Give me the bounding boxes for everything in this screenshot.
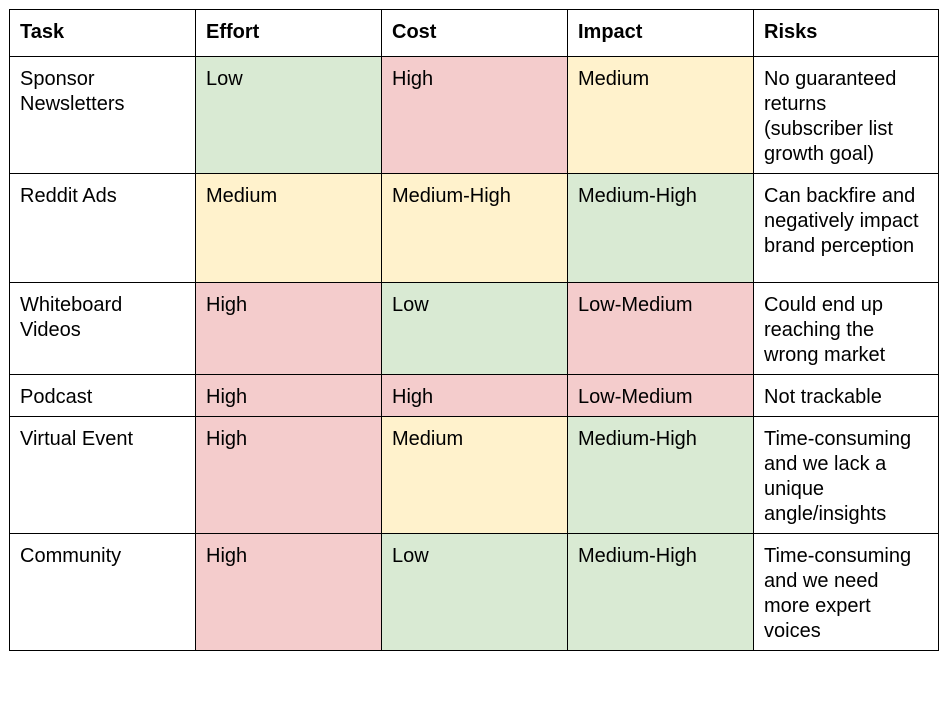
table-row: Reddit Ads Medium Medium-High Medium-Hig… bbox=[9, 173, 939, 283]
risks-cell: Time-consuming and we need more expert v… bbox=[753, 533, 939, 651]
task-cell: Reddit Ads bbox=[9, 173, 196, 283]
header-effort: Effort bbox=[195, 9, 382, 57]
table-row: Sponsor Newsletters Low High Medium No g… bbox=[9, 56, 939, 174]
effort-cell: High bbox=[195, 282, 382, 375]
effort-cell: High bbox=[195, 374, 382, 417]
table-row: Virtual Event High Medium Medium-High Ti… bbox=[9, 416, 939, 534]
cost-cell: Low bbox=[381, 533, 568, 651]
task-cell: Sponsor Newsletters bbox=[9, 56, 196, 174]
risks-cell: Not trackable bbox=[753, 374, 939, 417]
cost-cell: Medium bbox=[381, 416, 568, 534]
cost-cell: High bbox=[381, 374, 568, 417]
header-row: Task Effort Cost Impact Risks bbox=[9, 9, 939, 57]
impact-cell: Medium-High bbox=[567, 173, 754, 283]
impact-cell: Medium-High bbox=[567, 533, 754, 651]
task-cell: Whiteboard Videos bbox=[9, 282, 196, 375]
effort-cell: Medium bbox=[195, 173, 382, 283]
risks-cell: Time-consuming and we lack a unique angl… bbox=[753, 416, 939, 534]
impact-cell: Low-Medium bbox=[567, 282, 754, 375]
cost-cell: Medium-High bbox=[381, 173, 568, 283]
risks-cell: Can backfire and negatively impact brand… bbox=[753, 173, 939, 283]
task-cell: Podcast bbox=[9, 374, 196, 417]
cost-cell: Low bbox=[381, 282, 568, 375]
impact-cell: Low-Medium bbox=[567, 374, 754, 417]
effort-cell: High bbox=[195, 533, 382, 651]
header-cost: Cost bbox=[381, 9, 568, 57]
table-row: Podcast High High Low-Medium Not trackab… bbox=[9, 374, 939, 417]
header-task: Task bbox=[9, 9, 196, 57]
risks-cell: Could end up reaching the wrong market bbox=[753, 282, 939, 375]
risks-cell: No guaranteed returns (subscriber list g… bbox=[753, 56, 939, 174]
effort-cell: Low bbox=[195, 56, 382, 174]
task-cell: Community bbox=[9, 533, 196, 651]
header-impact: Impact bbox=[567, 9, 754, 57]
table-row: Whiteboard Videos High Low Low-Medium Co… bbox=[9, 282, 939, 375]
header-risks: Risks bbox=[753, 9, 939, 57]
table-container: Task Effort Cost Impact Risks Sponsor Ne… bbox=[9, 9, 939, 651]
task-cell: Virtual Event bbox=[9, 416, 196, 534]
impact-cell: Medium bbox=[567, 56, 754, 174]
table-row: Community High Low Medium-High Time-cons… bbox=[9, 533, 939, 651]
cost-cell: High bbox=[381, 56, 568, 174]
impact-cell: Medium-High bbox=[567, 416, 754, 534]
effort-cell: High bbox=[195, 416, 382, 534]
marketing-tasks-table: Task Effort Cost Impact Risks Sponsor Ne… bbox=[9, 9, 939, 651]
